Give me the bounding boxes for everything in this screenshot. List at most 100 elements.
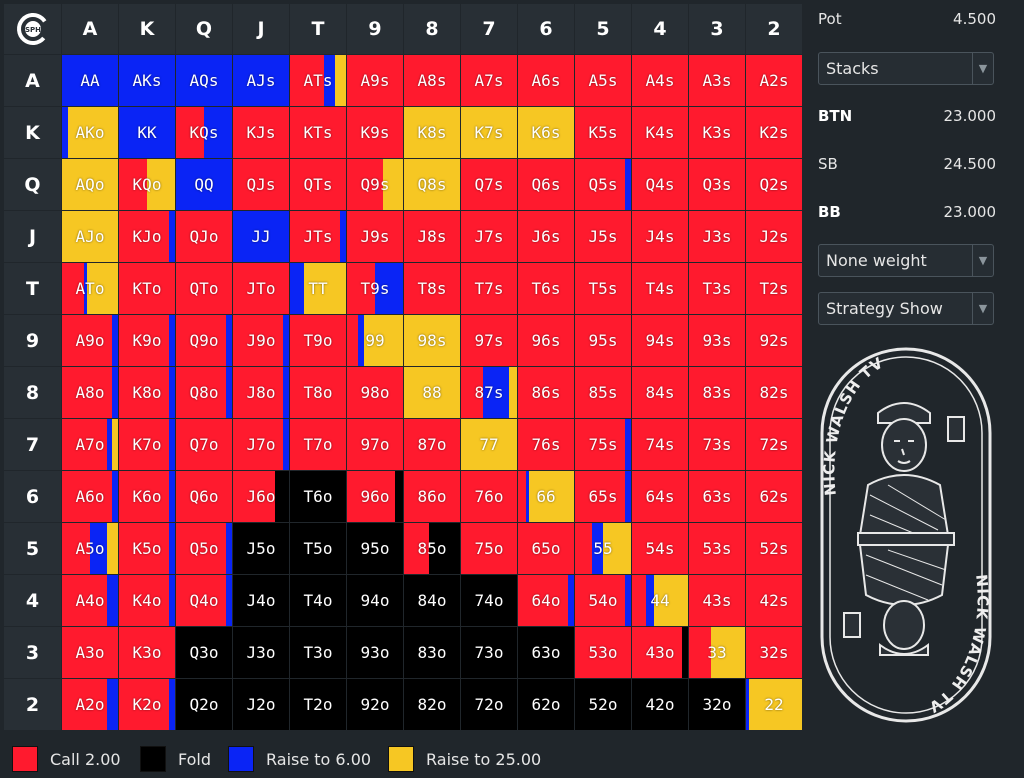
hand-cell-J9s[interactable]: J9s xyxy=(347,211,403,262)
hand-cell-J4o[interactable]: J4o xyxy=(233,575,289,626)
hand-cell-83o[interactable]: 83o xyxy=(404,627,460,678)
hand-cell-Q2o[interactable]: Q2o xyxy=(176,679,232,730)
hand-cell-ATo[interactable]: ATo xyxy=(62,263,118,314)
hand-cell-T5s[interactable]: T5s xyxy=(575,263,631,314)
hand-cell-73o[interactable]: 73o xyxy=(461,627,517,678)
hand-cell-A5s[interactable]: A5s xyxy=(575,55,631,106)
hand-cell-43s[interactable]: 43s xyxy=(689,575,745,626)
hand-cell-Q4s[interactable]: Q4s xyxy=(632,159,688,210)
hand-cell-QJs[interactable]: QJs xyxy=(233,159,289,210)
hand-cell-T5o[interactable]: T5o xyxy=(290,523,346,574)
hand-cell-J2s[interactable]: J2s xyxy=(746,211,802,262)
hand-cell-92s[interactable]: 92s xyxy=(746,315,802,366)
hand-cell-A6s[interactable]: A6s xyxy=(518,55,574,106)
hand-cell-74s[interactable]: 74s xyxy=(632,419,688,470)
hand-cell-22[interactable]: 22 xyxy=(746,679,802,730)
hand-cell-A8o[interactable]: A8o xyxy=(62,367,118,418)
hand-cell-KQo[interactable]: KQo xyxy=(119,159,175,210)
hand-cell-K8s[interactable]: K8s xyxy=(404,107,460,158)
hand-cell-98s[interactable]: 98s xyxy=(404,315,460,366)
hand-cell-A4s[interactable]: A4s xyxy=(632,55,688,106)
hand-cell-86o[interactable]: 86o xyxy=(404,471,460,522)
hand-cell-K2s[interactable]: K2s xyxy=(746,107,802,158)
hand-cell-JTo[interactable]: JTo xyxy=(233,263,289,314)
hand-cell-65o[interactable]: 65o xyxy=(518,523,574,574)
hand-cell-Q6s[interactable]: Q6s xyxy=(518,159,574,210)
hand-cell-T6s[interactable]: T6s xyxy=(518,263,574,314)
hand-cell-93s[interactable]: 93s xyxy=(689,315,745,366)
hand-cell-J8s[interactable]: J8s xyxy=(404,211,460,262)
hand-cell-76o[interactable]: 76o xyxy=(461,471,517,522)
hand-cell-KTo[interactable]: KTo xyxy=(119,263,175,314)
hand-cell-86s[interactable]: 86s xyxy=(518,367,574,418)
hand-cell-T3s[interactable]: T3s xyxy=(689,263,745,314)
hand-cell-T8o[interactable]: T8o xyxy=(290,367,346,418)
hand-cell-63o[interactable]: 63o xyxy=(518,627,574,678)
hand-cell-AA[interactable]: AA xyxy=(62,55,118,106)
hand-cell-A8s[interactable]: A8s xyxy=(404,55,460,106)
hand-cell-94o[interactable]: 94o xyxy=(347,575,403,626)
hand-cell-Q8o[interactable]: Q8o xyxy=(176,367,232,418)
hand-cell-72o[interactable]: 72o xyxy=(461,679,517,730)
hand-cell-54o[interactable]: 54o xyxy=(575,575,631,626)
hand-cell-76s[interactable]: 76s xyxy=(518,419,574,470)
hand-cell-A2o[interactable]: A2o xyxy=(62,679,118,730)
hand-cell-T8s[interactable]: T8s xyxy=(404,263,460,314)
hand-cell-A9o[interactable]: A9o xyxy=(62,315,118,366)
hand-cell-92o[interactable]: 92o xyxy=(347,679,403,730)
hand-cell-72s[interactable]: 72s xyxy=(746,419,802,470)
hand-cell-J7s[interactable]: J7s xyxy=(461,211,517,262)
hand-cell-JTs[interactable]: JTs xyxy=(290,211,346,262)
hand-cell-K2o[interactable]: K2o xyxy=(119,679,175,730)
hand-cell-96s[interactable]: 96s xyxy=(518,315,574,366)
hand-cell-KQs[interactable]: KQs xyxy=(176,107,232,158)
hand-cell-J3o[interactable]: J3o xyxy=(233,627,289,678)
hand-cell-K9s[interactable]: K9s xyxy=(347,107,403,158)
hand-cell-75o[interactable]: 75o xyxy=(461,523,517,574)
hand-cell-64o[interactable]: 64o xyxy=(518,575,574,626)
hand-cell-TT[interactable]: TT xyxy=(290,263,346,314)
hand-cell-64s[interactable]: 64s xyxy=(632,471,688,522)
hand-cell-65s[interactable]: 65s xyxy=(575,471,631,522)
hand-cell-52o[interactable]: 52o xyxy=(575,679,631,730)
hand-cell-94s[interactable]: 94s xyxy=(632,315,688,366)
hand-cell-T6o[interactable]: T6o xyxy=(290,471,346,522)
hand-cell-AKo[interactable]: AKo xyxy=(62,107,118,158)
hand-cell-88[interactable]: 88 xyxy=(404,367,460,418)
hand-cell-A2s[interactable]: A2s xyxy=(746,55,802,106)
strategy-select[interactable]: Strategy Show ▼ xyxy=(818,292,994,325)
hand-cell-73s[interactable]: 73s xyxy=(689,419,745,470)
hand-cell-T7o[interactable]: T7o xyxy=(290,419,346,470)
hand-cell-Q3o[interactable]: Q3o xyxy=(176,627,232,678)
hand-cell-KJo[interactable]: KJo xyxy=(119,211,175,262)
hand-cell-95s[interactable]: 95s xyxy=(575,315,631,366)
hand-cell-77[interactable]: 77 xyxy=(461,419,517,470)
hand-cell-K7o[interactable]: K7o xyxy=(119,419,175,470)
hand-cell-96o[interactable]: 96o xyxy=(347,471,403,522)
hand-cell-85o[interactable]: 85o xyxy=(404,523,460,574)
hand-cell-74o[interactable]: 74o xyxy=(461,575,517,626)
hand-cell-A3o[interactable]: A3o xyxy=(62,627,118,678)
hand-cell-KJs[interactable]: KJs xyxy=(233,107,289,158)
hand-cell-J8o[interactable]: J8o xyxy=(233,367,289,418)
hand-cell-QTs[interactable]: QTs xyxy=(290,159,346,210)
hand-cell-T9o[interactable]: T9o xyxy=(290,315,346,366)
hand-cell-J4s[interactable]: J4s xyxy=(632,211,688,262)
hand-cell-43o[interactable]: 43o xyxy=(632,627,688,678)
hand-cell-87o[interactable]: 87o xyxy=(404,419,460,470)
stacks-select[interactable]: Stacks ▼ xyxy=(818,52,994,85)
chevron-down-icon[interactable]: ▼ xyxy=(972,245,993,276)
hand-cell-93o[interactable]: 93o xyxy=(347,627,403,678)
hand-cell-53o[interactable]: 53o xyxy=(575,627,631,678)
hand-cell-52s[interactable]: 52s xyxy=(746,523,802,574)
hand-cell-K5s[interactable]: K5s xyxy=(575,107,631,158)
hand-cell-K6o[interactable]: K6o xyxy=(119,471,175,522)
hand-cell-87s[interactable]: 87s xyxy=(461,367,517,418)
hand-cell-AJo[interactable]: AJo xyxy=(62,211,118,262)
hand-cell-Q9o[interactable]: Q9o xyxy=(176,315,232,366)
hand-cell-A4o[interactable]: A4o xyxy=(62,575,118,626)
hand-cell-55[interactable]: 55 xyxy=(575,523,631,574)
hand-cell-KK[interactable]: KK xyxy=(119,107,175,158)
hand-cell-33[interactable]: 33 xyxy=(689,627,745,678)
hand-cell-JJ[interactable]: JJ xyxy=(233,211,289,262)
